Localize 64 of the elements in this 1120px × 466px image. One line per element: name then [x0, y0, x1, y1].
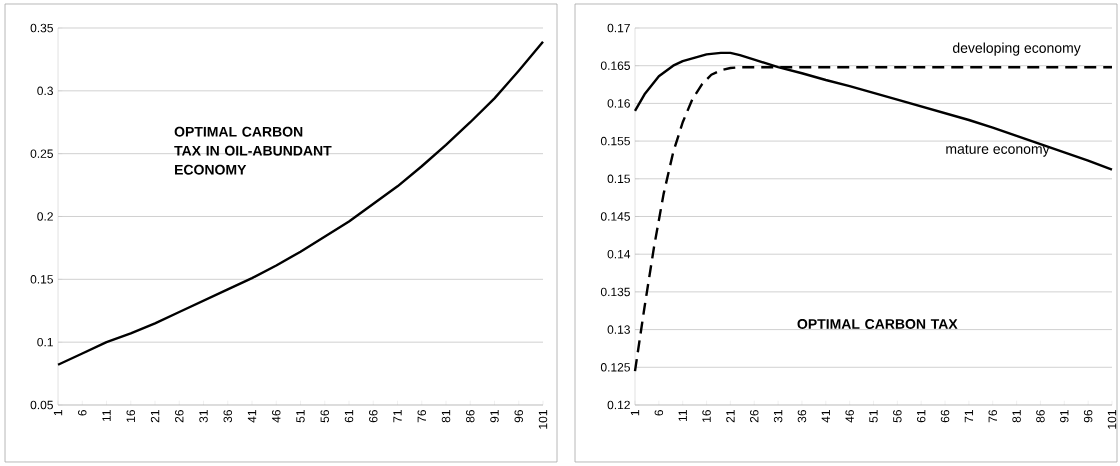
x-tick-label: 76 [417, 410, 426, 423]
x-tick-label: 6 [78, 410, 87, 416]
x-tick-label: 41 [247, 410, 257, 423]
x-tick-label: 36 [797, 410, 807, 423]
x-tick-label: 46 [272, 410, 281, 423]
x-tick-label: 76 [988, 410, 997, 423]
annotation: OPTIMAL CARBON TAX [797, 319, 958, 329]
y-tick-label: 0.16 [607, 99, 630, 108]
x-tick-label: 61 [344, 410, 354, 423]
x-tick-label: 56 [893, 410, 902, 423]
x-tick-label: 1 [630, 410, 640, 416]
x-tick-label: 81 [441, 410, 451, 423]
x-tick-label: 71 [393, 410, 402, 423]
x-tick-label: 101 [1107, 410, 1117, 429]
x-tick-label: 21 [150, 410, 160, 423]
y-tick-label: 0.155 [600, 136, 630, 146]
x-tick-label: 41 [821, 410, 830, 423]
y-tick-label: 0.3 [37, 86, 53, 96]
y-tick-label: 0.165 [600, 61, 630, 70]
y-tick-label: 0.145 [600, 212, 630, 221]
x-tick-label: 66 [940, 410, 950, 423]
series-label: developing economy [952, 42, 1081, 56]
x-tick-label: 91 [490, 410, 499, 423]
x-tick-label: 81 [1012, 410, 1021, 423]
y-tick-label: 0.15 [30, 275, 53, 284]
x-tick-label: 56 [320, 410, 329, 423]
x-tick-label: 1 [53, 410, 63, 416]
x-tick-label: 31 [199, 410, 208, 423]
y-tick-label: 0.125 [600, 363, 630, 372]
x-tick-label: 31 [773, 410, 783, 423]
y-tick-label: 0.12 [607, 400, 630, 410]
x-tick-label: 71 [964, 410, 974, 423]
y-tick-label: 0.1 [37, 337, 53, 347]
y-tick-label: 0.17 [607, 23, 630, 33]
x-tick-label: 96 [514, 410, 523, 423]
x-tick-label: 96 [1083, 410, 1093, 423]
x-tick-label: 51 [869, 410, 878, 423]
y-tick-label: 0.14 [607, 249, 631, 259]
x-tick-label: 61 [916, 410, 926, 423]
x-tick-label: 66 [369, 410, 378, 423]
y-tick-label: 0.35 [30, 23, 53, 33]
x-tick-label: 16 [702, 410, 711, 422]
x-tick-label: 16 [126, 410, 136, 422]
x-tick-label: 26 [175, 410, 184, 423]
x-tick-label: 86 [466, 410, 475, 423]
y-tick-label: 0.2 [37, 212, 53, 221]
x-tick-label: 21 [726, 410, 735, 423]
y-tick-label: 0.05 [30, 400, 53, 410]
x-tick-label: 101 [538, 410, 548, 429]
series-label: mature economy [946, 144, 1050, 157]
x-tick-label: 11 [102, 410, 111, 422]
y-tick-label: 0.15 [607, 174, 630, 184]
x-tick-label: 51 [296, 410, 305, 423]
x-tick-label: 91 [1060, 410, 1069, 423]
y-tick-label: 0.135 [600, 287, 630, 297]
x-tick-label: 86 [1036, 410, 1045, 423]
y-tick-label: 0.13 [607, 325, 630, 334]
x-tick-label: 46 [845, 410, 854, 423]
x-tick-label: 26 [750, 410, 759, 423]
x-tick-label: 6 [654, 410, 664, 416]
y-tick-label: 0.25 [30, 149, 53, 158]
x-tick-label: 11 [678, 410, 687, 422]
annotation: OPTIMAL CARBON TAX IN OIL-ABUNDANT ECONOMY [174, 126, 332, 175]
x-tick-label: 36 [223, 410, 232, 423]
